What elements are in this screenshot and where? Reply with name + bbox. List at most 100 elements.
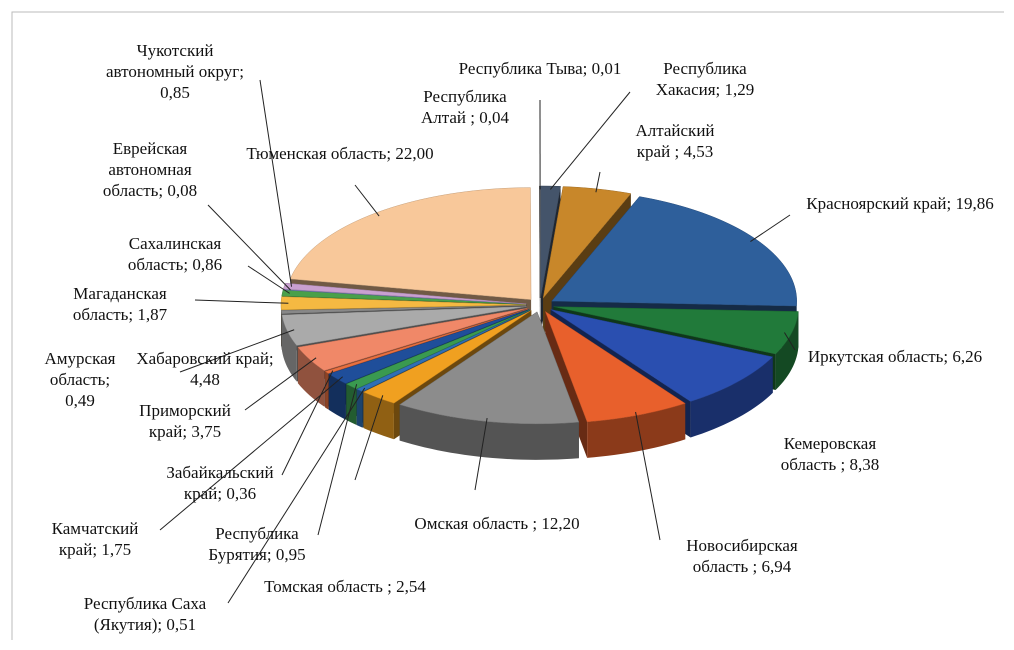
- data-label: Республика Саха (Якутия); 0,51: [55, 593, 235, 635]
- data-label: Хабаровский край; 4,48: [135, 348, 275, 390]
- data-label: Красноярский край; 19,86: [800, 193, 1000, 214]
- category-label: Алтайский край ;: [635, 121, 715, 161]
- data-label: Республика Алтай ; 0,04: [405, 86, 525, 128]
- slice-side: [399, 404, 579, 460]
- category-label: Красноярский край;: [806, 194, 952, 213]
- leader-line: [247, 265, 290, 294]
- leader-line: [259, 79, 293, 287]
- slice: [550, 309, 774, 402]
- data-label: Иркутская область; 6,26: [795, 346, 995, 367]
- frame: [11, 11, 1004, 640]
- data-label: Новосибирская область ; 6,94: [662, 535, 822, 577]
- category-label: Чукотский автономный округ;: [106, 41, 244, 81]
- value-label: 2,54: [396, 577, 426, 596]
- slice: [362, 310, 532, 404]
- category-label: Кемеровская область ;: [780, 434, 877, 474]
- category-label: Иркутская область;: [807, 347, 949, 366]
- slice: [297, 307, 528, 371]
- value-label: 1,87: [137, 305, 168, 324]
- data-label: Республика Тыва; 0,01: [453, 58, 628, 79]
- slice: [281, 306, 527, 346]
- value-label: 0,95: [275, 545, 306, 564]
- data-label: Алтайский край ; 4,53: [620, 120, 730, 162]
- value-label: 12,20: [541, 514, 580, 533]
- category-label: Республика Алтай ;: [420, 87, 507, 127]
- slice: [280, 305, 527, 315]
- data-label: Омская область ; 12,20: [402, 513, 592, 534]
- data-label: Тюменская область; 22,00: [240, 143, 440, 164]
- category-label: Забайкальский край;: [166, 463, 274, 503]
- value-label: 19,86: [955, 194, 994, 213]
- leader-line: [635, 411, 661, 541]
- slice-side: [690, 356, 773, 438]
- category-label: Хабаровский край;: [136, 349, 274, 368]
- value-label: 8,38: [849, 455, 880, 474]
- leader-line: [194, 299, 289, 304]
- leader-line: [244, 357, 317, 411]
- category-label: Тюменская область;: [246, 144, 392, 163]
- category-label: Магаданская область;: [72, 284, 167, 324]
- category-label: Республика Тыва;: [458, 59, 588, 78]
- category-label: Сахалинская область;: [127, 234, 222, 274]
- category-label: Омская область ;: [414, 514, 538, 533]
- slice: [345, 309, 530, 390]
- value-label: 0,86: [192, 255, 223, 274]
- leader-line: [159, 376, 343, 531]
- category-label: Томская область ;: [264, 577, 392, 596]
- value-label: 0,36: [226, 484, 257, 503]
- data-label: Приморский край; 3,75: [120, 400, 250, 442]
- slice: [551, 196, 797, 307]
- category-label: Еврейская автономная область;: [102, 139, 192, 200]
- category-label: Республика Хакасия;: [655, 59, 747, 99]
- category-label: Амурская область;: [44, 349, 116, 389]
- slice: [282, 282, 527, 305]
- leader-line: [317, 384, 358, 536]
- value-label: 0,51: [166, 615, 197, 634]
- leader-line: [227, 387, 366, 604]
- value-label: 4,48: [190, 370, 220, 389]
- leader-line: [281, 370, 334, 476]
- leader-line: [750, 214, 791, 242]
- slice: [399, 311, 580, 425]
- data-label: Кемеровская область ; 8,38: [755, 433, 905, 475]
- data-label: Республика Хакасия; 1,29: [640, 58, 770, 100]
- slice: [289, 187, 532, 300]
- data-label: Камчатский край; 1,75: [35, 518, 155, 560]
- value-label: 0,01: [591, 59, 622, 78]
- slice: [539, 185, 541, 299]
- data-label: Забайкальский край; 0,36: [155, 462, 285, 504]
- category-label: Новосибирская область ;: [686, 536, 798, 576]
- data-label: Амурская область; 0,49: [35, 348, 125, 411]
- value-label: 1,75: [101, 540, 132, 559]
- value-label: 1,29: [724, 80, 755, 99]
- value-label: 0,49: [65, 391, 95, 410]
- leader-line: [595, 171, 601, 193]
- slice-side: [282, 314, 297, 382]
- leader-line: [784, 332, 796, 351]
- data-label: Чукотский автономный округ; 0,85: [93, 40, 258, 103]
- slice-side: [297, 347, 325, 407]
- leader-line: [549, 91, 631, 190]
- slice-tops: [280, 185, 799, 425]
- value-label: 0,08: [167, 181, 198, 200]
- leader-line: [354, 395, 384, 481]
- slice: [324, 308, 529, 374]
- category-label: Республика Бурятия;: [208, 524, 299, 564]
- value-label: 0,85: [160, 83, 190, 102]
- slice: [328, 309, 530, 384]
- leader-line: [179, 329, 295, 373]
- slice-side: [356, 389, 363, 428]
- category-label: Приморский край;: [139, 401, 231, 441]
- slice: [544, 310, 686, 423]
- slice-side: [363, 392, 394, 440]
- data-label: Магаданская область; 1,87: [45, 283, 195, 325]
- slice: [542, 186, 632, 300]
- data-label: Республика Бурятия; 0,95: [197, 523, 317, 565]
- value-label: 0,04: [479, 108, 509, 127]
- category-label: Камчатский край;: [51, 519, 139, 559]
- value-label: 3,75: [191, 422, 222, 441]
- leader-line: [474, 417, 488, 491]
- slice: [540, 185, 561, 299]
